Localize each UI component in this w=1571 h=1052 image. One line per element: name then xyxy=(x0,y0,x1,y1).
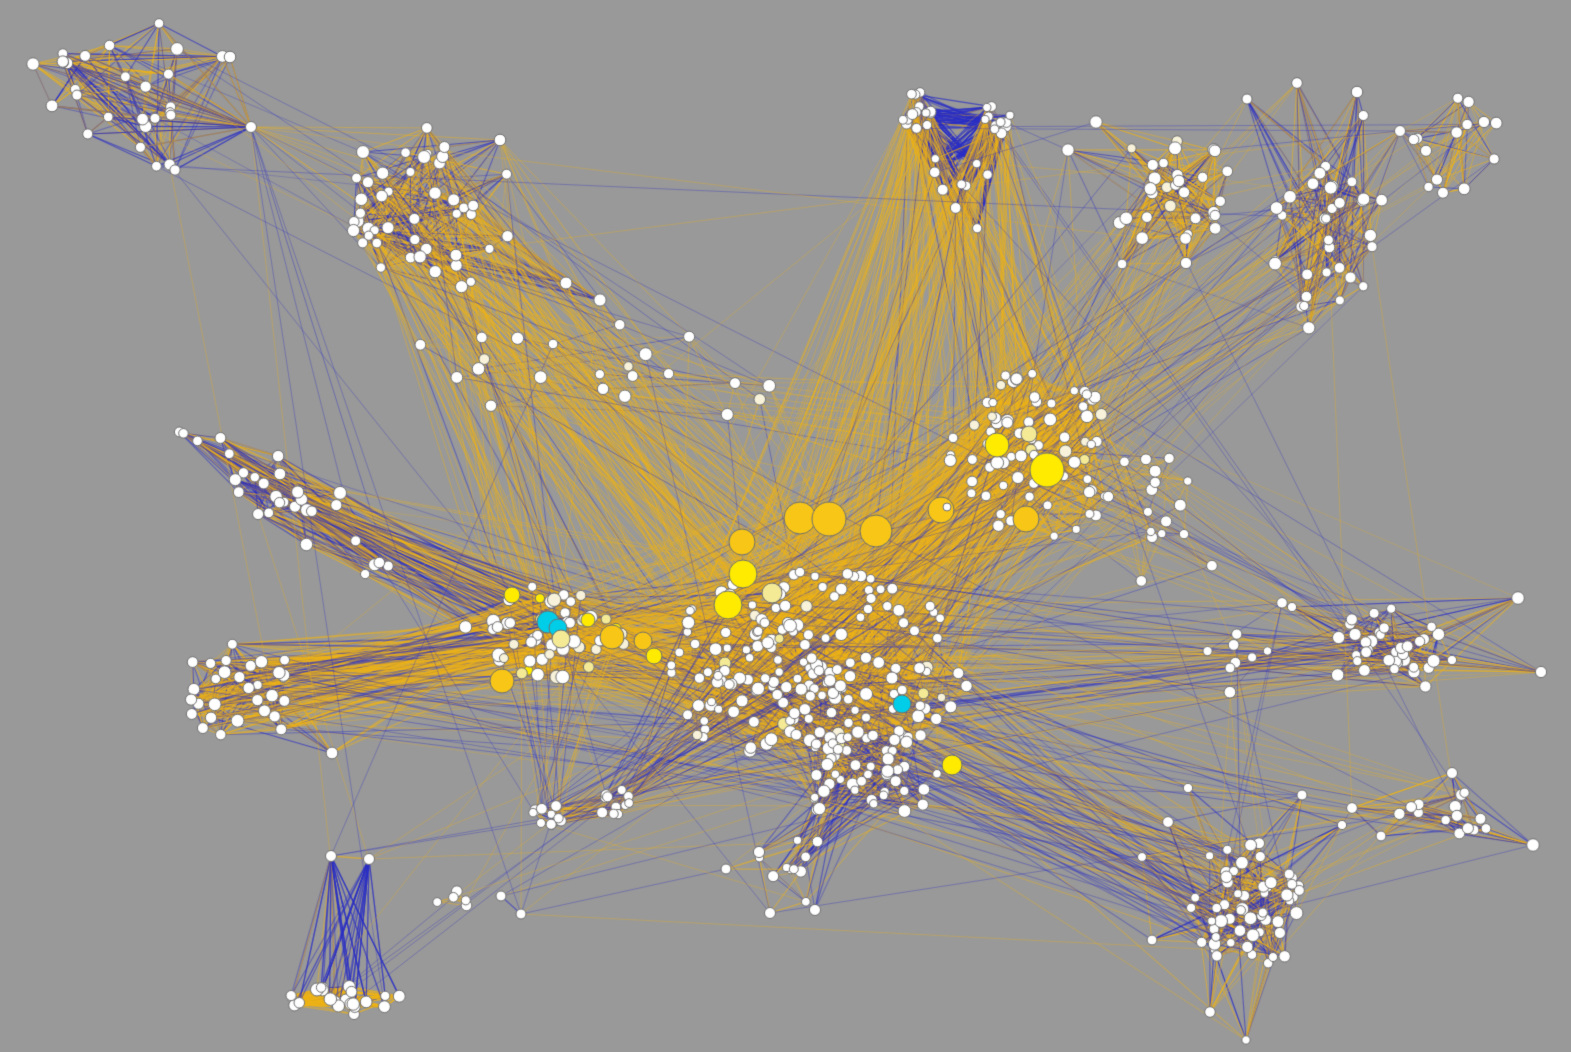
network-graph[interactable] xyxy=(0,0,1571,1052)
graph-viewport xyxy=(0,0,1571,1052)
